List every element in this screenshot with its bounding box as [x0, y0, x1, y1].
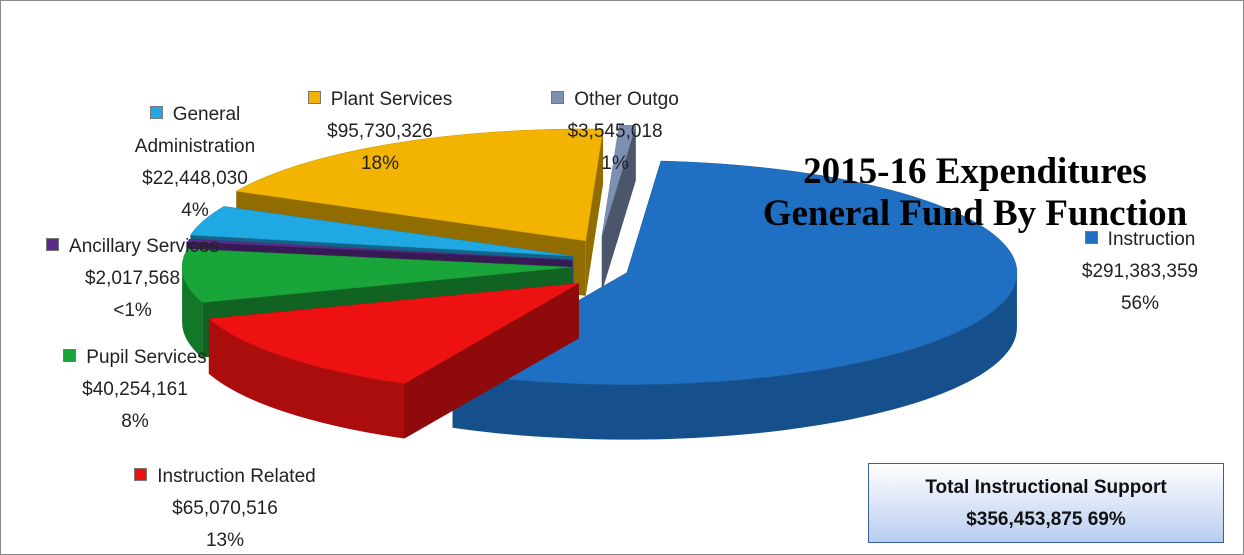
slice-side — [452, 272, 1017, 440]
label-name-line: Other Outgo — [515, 84, 715, 116]
slice — [451, 160, 1018, 385]
label-name-line: Instruction Related — [60, 461, 390, 493]
legend-marker — [46, 238, 60, 251]
share-label: 4% — [181, 200, 209, 221]
category-label: Pupil Services — [86, 347, 207, 368]
data-label: General Administration $22,448,030 4% — [95, 99, 295, 227]
share-label: <1% — [113, 300, 152, 321]
category-label: General Administration — [134, 104, 256, 157]
data-label: Other Outgo $3,545,018 1% — [515, 84, 715, 180]
data-label: Pupil Services $40,254,161 8% — [10, 342, 260, 438]
total-heading: Total Instructional Support — [925, 477, 1167, 498]
slice — [181, 248, 573, 303]
legend-marker — [1084, 231, 1098, 244]
legend-marker — [63, 349, 77, 362]
label-name-line: Ancillary Services — [15, 231, 250, 263]
slice-side — [182, 267, 203, 358]
category-label: Other Outgo — [574, 89, 679, 110]
value-label: $65,070,516 — [172, 498, 278, 519]
slice — [187, 238, 573, 261]
value-label: $40,254,161 — [82, 379, 188, 400]
total-text: $356,453,875 69% — [966, 509, 1126, 530]
category-label: Instruction — [1107, 229, 1196, 250]
data-label: Ancillary Services $2,017,568 <1% — [15, 231, 250, 327]
slice — [235, 128, 604, 242]
label-name-line: Pupil Services — [10, 342, 260, 374]
chart-subtitle: General Fund By Function — [762, 193, 1188, 234]
slice-cut-face — [585, 129, 604, 296]
legend-marker — [307, 91, 321, 104]
data-label: Plant Services $95,730,326 18% — [265, 84, 495, 180]
label-name-line: Plant Services — [265, 84, 495, 116]
category-label: Plant Services — [330, 89, 453, 110]
label-name-line: Instruction — [1010, 224, 1244, 256]
legend-marker — [551, 91, 565, 104]
data-label: Instruction $291,383,359 56% — [1010, 224, 1244, 320]
slice-side — [208, 318, 405, 439]
share-label: 8% — [121, 411, 149, 432]
share-label: 56% — [1120, 293, 1160, 314]
chart-title: 2015-16 Expenditures — [803, 151, 1147, 192]
label-name-line: General Administration — [95, 99, 295, 163]
value-label: $22,448,030 — [142, 168, 248, 189]
slice — [189, 206, 574, 257]
value-label: $2,017,568 — [84, 268, 181, 289]
total-box: Total Instructional Support $356,453,875… — [868, 463, 1224, 543]
data-label: Instruction Related $65,070,516 13% — [60, 461, 390, 555]
value-label: $3,545,018 — [567, 121, 663, 142]
category-label: Ancillary Services — [69, 236, 219, 257]
legend-marker — [134, 468, 148, 481]
share-label: 13% — [205, 530, 245, 551]
value-label: $291,383,359 — [1081, 261, 1199, 282]
value-label: $95,730,326 — [327, 121, 433, 142]
slice — [208, 283, 579, 384]
slice — [601, 124, 637, 238]
share-label: 1% — [601, 153, 629, 174]
legend-marker — [149, 106, 163, 119]
category-label: Instruction Related — [157, 466, 316, 487]
share-label: 18% — [360, 153, 400, 174]
slice-cut-face — [601, 125, 636, 293]
